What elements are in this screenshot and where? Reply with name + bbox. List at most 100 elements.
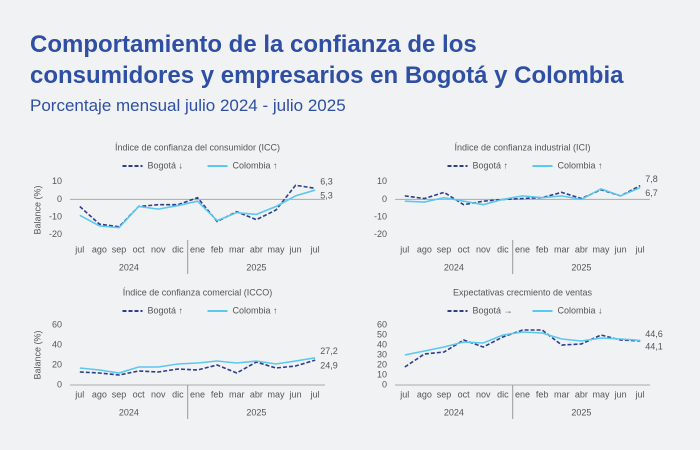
- value-label: 27,2: [320, 346, 338, 356]
- x-tick-label: dic: [172, 244, 184, 254]
- series-line: [79, 357, 316, 374]
- x-tick-label: feb: [536, 244, 549, 254]
- legend-label: Colombia ↑: [233, 305, 278, 315]
- x-tick-label: oct: [133, 389, 146, 399]
- y-tick-label: 40: [377, 339, 387, 349]
- chart-title: Índice de confianza comercial (ICCO): [123, 287, 273, 297]
- x-tick-label: nov: [476, 389, 491, 399]
- y-tick-label: 10: [377, 369, 387, 379]
- x-tick-label: jun: [289, 244, 302, 254]
- legend-label: Bogotá ↓: [148, 160, 184, 170]
- x-tick-label: nov: [151, 244, 166, 254]
- value-label: 5,3: [320, 190, 333, 200]
- y-tick-label: 0: [382, 194, 387, 204]
- x-tick-label: sep: [112, 244, 127, 254]
- x-tick-label: jun: [289, 389, 302, 399]
- year-label: 2025: [571, 407, 591, 417]
- y-tick-label: -10: [49, 211, 62, 221]
- x-tick-label: sep: [112, 389, 127, 399]
- x-tick-label: may: [267, 244, 285, 254]
- x-tick-label: mar: [229, 389, 245, 399]
- x-tick-label: ene: [515, 389, 530, 399]
- x-tick-label: jun: [614, 389, 627, 399]
- y-tick-label: 50: [377, 329, 387, 339]
- legend-label: Colombia ↓: [558, 305, 603, 315]
- x-tick-label: dic: [497, 244, 509, 254]
- x-tick-label: ago: [92, 389, 107, 399]
- y-tick-label: 10: [52, 176, 62, 186]
- y-tick-label: 60: [377, 319, 387, 329]
- value-label: 7,8: [645, 174, 658, 184]
- x-tick-label: may: [267, 389, 285, 399]
- y-tick-label: -10: [374, 211, 387, 221]
- x-tick-label: nov: [476, 244, 491, 254]
- y-tick-label: 30: [377, 349, 387, 359]
- value-label: 24,9: [320, 360, 338, 370]
- x-tick-label: ene: [515, 244, 530, 254]
- year-label: 2025: [246, 262, 266, 272]
- subtitle: Porcentaje mensual julio 2024 - julio 20…: [30, 96, 346, 115]
- x-tick-label: mar: [554, 244, 570, 254]
- series-line: [404, 186, 641, 206]
- x-tick-label: abr: [575, 389, 588, 399]
- legend-label: Bogotá ↑: [148, 305, 184, 315]
- year-label: 2025: [246, 407, 266, 417]
- year-label: 2024: [119, 407, 139, 417]
- y-tick-label: 10: [377, 176, 387, 186]
- year-label: 2024: [119, 262, 139, 272]
- series-line: [404, 329, 641, 368]
- value-label: 6,3: [320, 177, 333, 187]
- y-tick-label: -20: [49, 229, 62, 239]
- x-tick-label: ene: [190, 389, 205, 399]
- y-tick-label: 40: [52, 339, 62, 349]
- x-tick-label: jul: [74, 244, 84, 254]
- y-tick-label: 20: [377, 359, 387, 369]
- x-tick-label: jul: [399, 244, 409, 254]
- y-tick-label: 60: [52, 319, 62, 329]
- x-tick-label: ago: [417, 244, 432, 254]
- year-label: 2024: [444, 407, 464, 417]
- legend-label: Bogotá →: [473, 305, 513, 315]
- x-tick-label: feb: [211, 389, 224, 399]
- y-tick-label: -20: [374, 229, 387, 239]
- x-tick-label: jul: [635, 244, 645, 254]
- y-tick-label: 0: [57, 379, 62, 389]
- series-line: [79, 184, 316, 228]
- chart-title: Índice de confianza del consumidor (ICC): [115, 142, 280, 152]
- x-tick-label: mar: [554, 389, 570, 399]
- x-tick-label: may: [592, 389, 610, 399]
- x-tick-label: jul: [74, 389, 84, 399]
- value-label: 6,7: [645, 188, 658, 198]
- x-tick-label: abr: [250, 244, 263, 254]
- x-tick-label: feb: [536, 389, 549, 399]
- legend-label: Colombia ↑: [558, 160, 603, 170]
- x-tick-label: ene: [190, 244, 205, 254]
- series-line: [79, 359, 316, 376]
- x-tick-label: ago: [417, 389, 432, 399]
- y-tick-label: 0: [57, 194, 62, 204]
- year-label: 2025: [571, 262, 591, 272]
- x-tick-label: ago: [92, 244, 107, 254]
- series-line: [404, 331, 641, 356]
- series-line: [79, 189, 316, 229]
- x-tick-label: mar: [229, 244, 245, 254]
- x-tick-label: oct: [458, 389, 471, 399]
- title-line: Comportamiento de la confianza de los: [30, 31, 477, 58]
- x-tick-label: sep: [437, 244, 452, 254]
- x-tick-label: nov: [151, 389, 166, 399]
- y-tick-label: 20: [52, 359, 62, 369]
- x-tick-label: abr: [250, 389, 263, 399]
- x-tick-label: jun: [614, 244, 627, 254]
- x-tick-label: may: [592, 244, 610, 254]
- chart-title: Índice de confianza industrial (ICI): [454, 142, 590, 152]
- x-tick-label: oct: [133, 244, 146, 254]
- y-tick-label: 0: [382, 379, 387, 389]
- x-tick-label: jul: [635, 389, 645, 399]
- chart-title: Expectativas crecmiento de ventas: [453, 287, 593, 297]
- x-tick-label: feb: [211, 244, 224, 254]
- value-label: 44,1: [645, 341, 663, 351]
- y-axis-label: Balance (%): [32, 330, 42, 379]
- y-axis-label: Balance (%): [32, 185, 42, 234]
- legend-label: Colombia ↑: [233, 160, 278, 170]
